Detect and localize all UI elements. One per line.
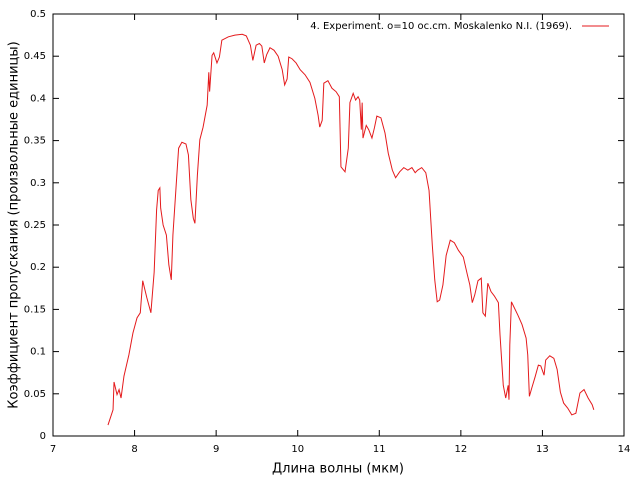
x-axis-title: Длина волны (мкм) bbox=[272, 462, 404, 477]
y-tick-label: 0.05 bbox=[24, 389, 46, 400]
y-tick-label: 0.4 bbox=[30, 93, 46, 104]
y-tick-label: 0.2 bbox=[30, 262, 46, 273]
y-tick-label: 0.35 bbox=[24, 136, 46, 147]
x-tick-label: 11 bbox=[373, 444, 386, 455]
x-tick-label: 13 bbox=[536, 444, 549, 455]
x-tick-label: 9 bbox=[213, 444, 219, 455]
x-tick-label: 7 bbox=[50, 444, 56, 455]
y-tick-label: 0.15 bbox=[24, 304, 46, 315]
y-tick-label: 0 bbox=[40, 431, 46, 442]
legend-label: 4. Experiment. o=10 oc.cm. Moskalenko N.… bbox=[310, 21, 572, 32]
data-line bbox=[107, 33, 595, 426]
y-tick-label: 0.1 bbox=[30, 347, 46, 358]
y-tick-label: 0.5 bbox=[30, 9, 46, 20]
x-tick-label: 8 bbox=[131, 444, 137, 455]
y-tick-label: 0.45 bbox=[24, 51, 46, 62]
y-tick-label: 0.25 bbox=[24, 220, 46, 231]
y-tick-label: 0.3 bbox=[30, 178, 46, 189]
x-tick-label: 14 bbox=[618, 444, 631, 455]
y-axis-title: Коэффициент пропускания (произвольные ед… bbox=[7, 41, 22, 408]
x-tick-label: 12 bbox=[454, 444, 467, 455]
x-tick-label: 10 bbox=[291, 444, 304, 455]
